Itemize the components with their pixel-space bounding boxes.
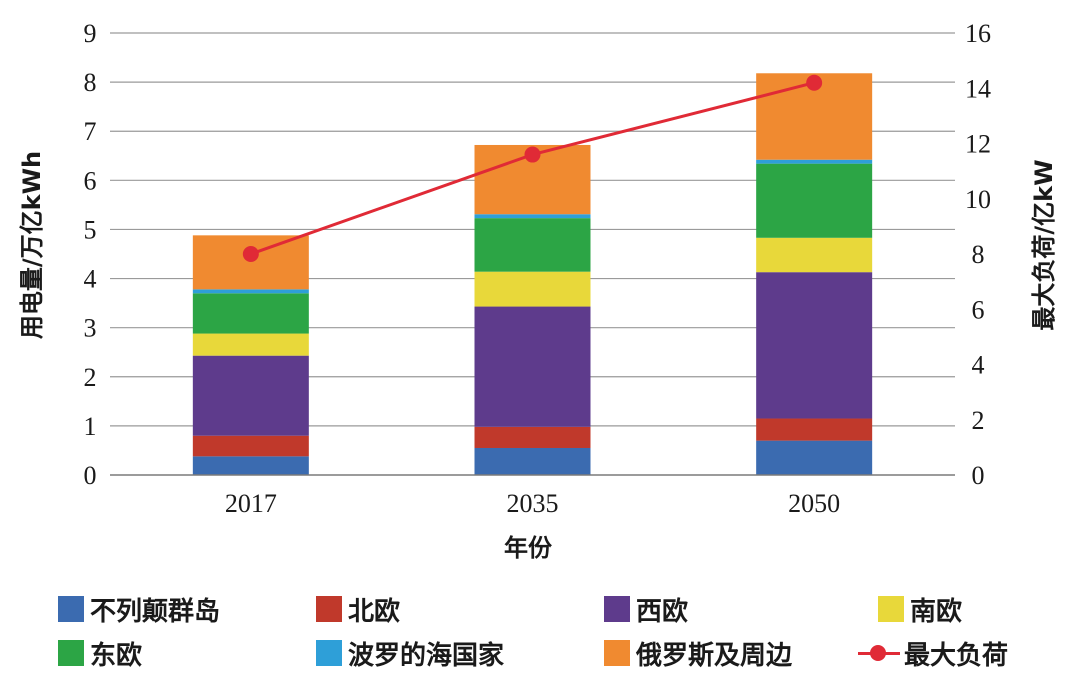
max-load-point-2035 (524, 146, 541, 163)
max-load-point-2050 (806, 74, 823, 91)
x-tick-label: 2050 (788, 489, 840, 518)
x-axis-ticks: 2017 2035 2050 (225, 489, 840, 518)
right-tick-label: 4 (972, 351, 985, 380)
left-tick-label: 5 (84, 215, 97, 244)
bar-segment-2017-4 (192, 293, 309, 334)
right-tick-label: 16 (965, 19, 991, 48)
bar-segment-2035-1 (474, 426, 591, 448)
bar-segment-2035-0 (474, 447, 591, 475)
bar-segment-2017-1 (192, 435, 309, 457)
bar-segment-2035-2 (474, 306, 591, 427)
left-tick-label: 6 (84, 166, 97, 195)
right-tick-label: 8 (972, 240, 985, 269)
left-tick-label: 0 (84, 461, 97, 490)
bar-segment-2017-2 (192, 355, 309, 436)
bar-segment-2050-4 (756, 163, 873, 238)
max-load-point-2017 (242, 246, 259, 262)
bar-segment-2035-4 (474, 218, 591, 272)
left-tick-label: 4 (84, 265, 97, 294)
bar-segment-2035-3 (474, 271, 591, 307)
right-axis-title: 最大负荷/亿kW (1030, 159, 1058, 330)
x-tick-label: 2017 (225, 489, 277, 518)
right-tick-label: 6 (972, 295, 985, 324)
left-tick-label: 1 (84, 412, 97, 441)
bar-segment-2017-0 (192, 456, 309, 475)
right-axis-ticks: 0 2 4 6 8 10 12 14 16 (965, 19, 991, 490)
bar-segment-2050-0 (756, 440, 873, 475)
bar-segment-2050-1 (756, 418, 873, 441)
left-tick-label: 3 (84, 314, 97, 343)
bar-segment-2035-5 (474, 214, 591, 219)
right-tick-label: 10 (965, 185, 991, 214)
bars (192, 73, 873, 475)
left-axis-ticks: 0 1 2 3 4 5 6 7 8 9 (84, 19, 97, 490)
right-tick-label: 0 (972, 461, 985, 490)
max-load-line-layer (242, 74, 823, 262)
x-tick-label: 2035 (507, 489, 559, 518)
left-tick-label: 2 (84, 363, 97, 392)
bar-segment-2050-5 (756, 159, 873, 164)
bar-segment-2017-3 (192, 333, 309, 356)
left-tick-label: 7 (84, 117, 97, 146)
left-tick-label: 9 (84, 19, 97, 48)
left-tick-label: 8 (84, 68, 97, 97)
bar-segment-2017-5 (192, 289, 309, 294)
bar-segment-2050-2 (756, 272, 873, 419)
right-tick-label: 14 (965, 74, 991, 103)
x-axis-title: 年份 (504, 534, 553, 562)
right-tick-label: 12 (965, 130, 991, 159)
right-tick-label: 2 (972, 406, 985, 435)
left-axis-title: 用电量/万亿kWh (18, 151, 46, 339)
bar-segment-2050-3 (756, 237, 873, 273)
bar-segment-2017-6 (192, 235, 309, 290)
